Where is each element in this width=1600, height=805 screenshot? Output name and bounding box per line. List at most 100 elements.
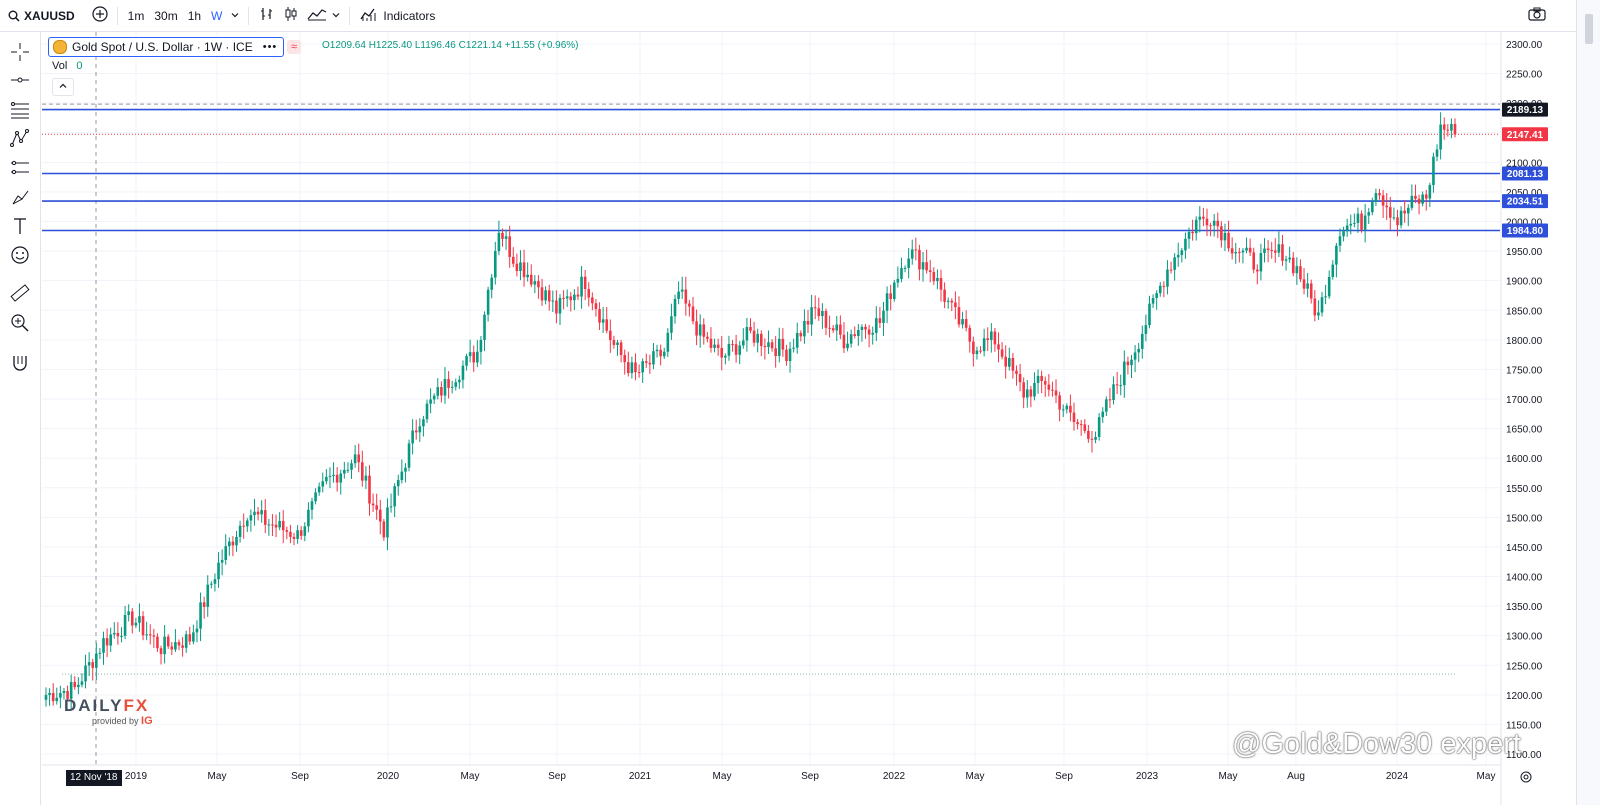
candle	[587, 282, 591, 307]
magnet-tool[interactable]	[8, 353, 32, 377]
interval-30m[interactable]: 30m	[154, 0, 177, 31]
compare-button[interactable]	[91, 0, 109, 31]
symbol-legend[interactable]: Gold Spot / U.S. Dollar · 1W · ICE •••	[48, 37, 285, 57]
emoji-tool[interactable]	[8, 245, 32, 269]
candle-body	[1320, 297, 1324, 313]
candle	[1331, 260, 1335, 280]
candle	[1133, 345, 1137, 373]
chart-style-dropdown[interactable]	[331, 0, 341, 31]
candle-body	[220, 559, 224, 563]
candle-body	[1353, 222, 1356, 224]
ruler-tool[interactable]	[8, 283, 32, 307]
candle-body	[307, 509, 310, 527]
candle	[307, 502, 310, 533]
gold-coin-icon	[53, 40, 67, 54]
time-axis-settings-icon[interactable]	[1519, 770, 1533, 784]
candle	[1306, 272, 1309, 298]
screenshot-button[interactable]	[1528, 0, 1546, 31]
candle-body	[292, 536, 296, 539]
price-label-box	[1502, 194, 1548, 209]
candle-body	[928, 270, 932, 272]
candle	[885, 286, 889, 324]
price-chart[interactable]: 1100.00 1150.00 1200.00 1250.00 1300.00 1350.…	[42, 32, 1576, 805]
fib-tool[interactable]	[8, 100, 32, 124]
price-label-box	[1502, 166, 1548, 181]
candle-body	[1453, 123, 1457, 135]
candle	[325, 469, 328, 485]
candle	[1173, 253, 1176, 281]
candle	[792, 338, 795, 353]
candle-body	[450, 386, 454, 388]
candle-body	[551, 300, 555, 302]
collapse-legend-button[interactable]	[52, 78, 74, 96]
interval-w[interactable]: W	[211, 0, 222, 31]
area-style-button[interactable]	[307, 0, 327, 31]
candle-body	[788, 348, 792, 362]
candle-body	[634, 362, 637, 373]
candle	[990, 323, 993, 353]
candle	[1432, 152, 1435, 193]
bar-style-button[interactable]	[259, 0, 275, 31]
trendline-tool[interactable]	[8, 70, 32, 94]
volume-legend[interactable]: Vol 0	[52, 60, 82, 72]
candle-body	[177, 642, 181, 646]
indicators-button[interactable]: Indicators	[360, 0, 435, 31]
candle-body	[892, 282, 896, 299]
candle	[440, 381, 443, 403]
candle-body	[174, 642, 177, 650]
pattern-tool[interactable]	[8, 128, 32, 152]
candle-body	[314, 492, 317, 502]
candle-body	[734, 344, 738, 355]
candle	[964, 310, 968, 332]
interval-1m[interactable]: 1m	[128, 0, 145, 31]
candle-body	[1378, 193, 1381, 196]
candle-body	[666, 332, 670, 352]
candle	[335, 467, 339, 492]
interval-dropdown[interactable]	[230, 0, 240, 31]
candle-body	[806, 320, 810, 325]
candle-body	[195, 628, 199, 633]
candle	[159, 645, 163, 665]
candle-body	[795, 332, 799, 348]
candle	[630, 356, 634, 379]
candle	[680, 276, 684, 300]
panel-tab[interactable]	[1585, 14, 1593, 44]
candle-body	[138, 616, 141, 623]
add-symbol-icon	[91, 5, 109, 26]
zoom-in-icon	[10, 313, 30, 338]
crosshair-tool[interactable]	[8, 42, 32, 66]
candle	[533, 275, 537, 294]
candle-body	[1414, 195, 1417, 199]
candle	[256, 507, 260, 521]
candle-body	[752, 330, 756, 343]
candle-body	[386, 507, 389, 538]
symbol-search[interactable]: XAUUSD	[8, 0, 75, 31]
candle	[148, 624, 152, 645]
candle	[476, 340, 479, 368]
projection-tool[interactable]	[8, 158, 32, 182]
interval-1h[interactable]: 1h	[188, 0, 201, 31]
more-options-icon[interactable]: •••	[262, 41, 278, 53]
market-status-icon[interactable]: ≈	[287, 40, 301, 54]
candle-body	[943, 289, 946, 302]
candle-body	[519, 262, 522, 271]
candle	[558, 294, 562, 326]
candle	[601, 306, 605, 333]
candle	[1162, 281, 1166, 298]
brush-tool[interactable]	[8, 187, 32, 211]
candle	[274, 514, 278, 538]
candle-body	[476, 351, 479, 363]
text-tool[interactable]	[8, 216, 32, 240]
candle	[77, 677, 80, 695]
candle	[641, 358, 644, 383]
candle	[116, 622, 120, 645]
candles-style-button[interactable]	[283, 0, 299, 31]
candle	[238, 520, 242, 543]
candle-body	[1313, 298, 1317, 316]
interval-label: 1m	[127, 8, 145, 23]
zoom-tool[interactable]	[8, 313, 32, 337]
candle-body	[238, 525, 242, 537]
candle-body	[936, 277, 939, 282]
candle	[1378, 188, 1381, 200]
candle-body	[271, 524, 274, 526]
